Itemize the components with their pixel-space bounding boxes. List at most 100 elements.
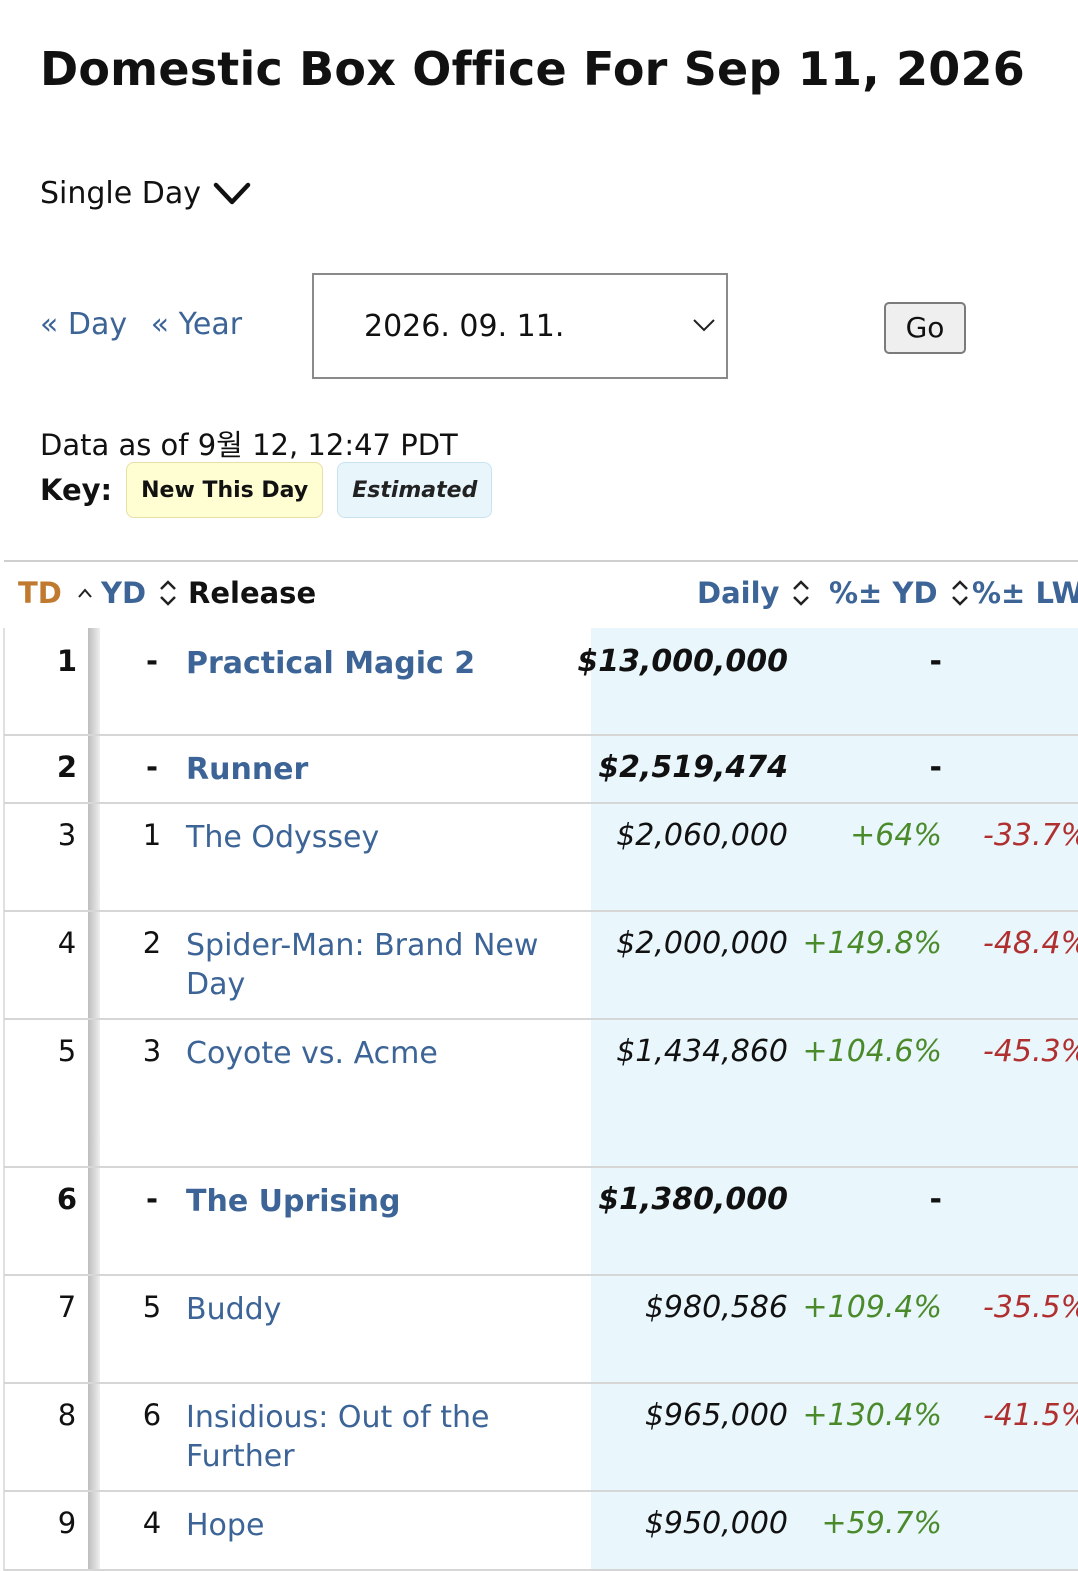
go-button[interactable]: Go	[884, 302, 966, 354]
table-row: 7 5 Buddy $980,586 +109.4% -35.5%	[4, 1276, 1078, 1384]
table-left-border	[3, 628, 5, 1571]
pct-change-yd: -	[929, 644, 942, 679]
daily-gross: $2,060,000	[616, 818, 788, 853]
pct-change-lw: -48.4%	[983, 926, 1078, 961]
view-mode-dropdown[interactable]: Single Day	[40, 176, 251, 211]
yd-rank: -	[145, 644, 159, 678]
daily-gross: $950,000	[644, 1506, 788, 1541]
td-rank: 4	[57, 926, 77, 960]
row-divider	[4, 1569, 1078, 1571]
header-daily-label: Daily	[697, 576, 780, 610]
row-divider	[4, 1274, 1078, 1276]
header-release-label: Release	[188, 576, 317, 610]
table-row: 2- Runner $2,519,474-	[4, 736, 1078, 804]
date-select[interactable]: 2026. 09. 11.	[312, 273, 728, 379]
td-rank: 1	[56, 644, 78, 678]
date-nav: « Day « Year	[40, 307, 256, 342]
data-as-of: Data as of 9월 12, 12:47 PDT	[40, 428, 458, 462]
row-divider	[4, 1018, 1078, 1020]
chevron-down-icon	[693, 319, 715, 332]
yd-rank: 5	[142, 1290, 162, 1324]
release-link[interactable]: Hope	[186, 1508, 265, 1543]
td-column-shadow	[88, 628, 100, 1571]
daily-gross: $1,380,000	[598, 1182, 788, 1217]
header-yd-label: YD	[101, 576, 147, 610]
daily-gross: $2,519,474	[598, 750, 788, 785]
pct-change-yd: -	[929, 1182, 942, 1217]
header-td[interactable]: TD	[18, 576, 94, 610]
date-select-value: 2026. 09. 11.	[364, 309, 565, 344]
td-rank: 6	[56, 1182, 78, 1216]
header-pct-yd-label: %± YD	[829, 576, 938, 610]
header-pct-yd[interactable]: %± YD	[829, 576, 970, 610]
chevron-down-icon	[213, 182, 251, 204]
release-link[interactable]: The Uprising	[186, 1184, 401, 1219]
release-link[interactable]: The Odyssey	[186, 820, 380, 855]
row-divider	[4, 734, 1078, 736]
release-link[interactable]: Runner	[186, 752, 309, 787]
yd-rank: 4	[142, 1506, 162, 1540]
header-release[interactable]: Release	[188, 576, 316, 610]
td-rank: 9	[57, 1506, 77, 1540]
daily-gross: $965,000	[644, 1398, 788, 1433]
key-new-this-day: New This Day	[126, 462, 324, 518]
daily-gross: $13,000,000	[577, 644, 788, 679]
page-title: Domestic Box Office For Sep 11, 2026	[40, 42, 1025, 96]
header-daily[interactable]: Daily	[697, 576, 811, 610]
yd-rank: 2	[142, 926, 162, 960]
td-rank: 7	[57, 1290, 77, 1324]
key-label: Key:	[40, 473, 113, 507]
key-legend: Key: New This Day Estimated	[40, 462, 506, 518]
row-divider	[4, 910, 1078, 912]
sort-icon	[160, 580, 176, 606]
release-link[interactable]: Coyote vs. Acme	[186, 1036, 438, 1071]
pct-change-yd: +109.4%	[802, 1290, 942, 1325]
daily-gross: $2,000,000	[616, 926, 788, 961]
yd-rank: 3	[142, 1034, 162, 1068]
release-link[interactable]: Buddy	[186, 1292, 282, 1327]
table-top-border	[4, 560, 1078, 562]
yd-rank: -	[145, 750, 159, 784]
sort-icon	[793, 580, 810, 606]
release-link[interactable]: Insidious: Out of the Further	[186, 1400, 490, 1474]
key-estimated: Estimated	[337, 462, 493, 518]
prev-day-link[interactable]: « Day	[40, 307, 128, 342]
sort-asc-icon	[78, 588, 92, 598]
table-header: TD YD Release Daily %± YD %± LW	[0, 562, 1078, 628]
table-row: 8 6 Insidious: Out of the Further $965,000 +…	[4, 1384, 1078, 1492]
pct-change-lw: -41.5%	[983, 1398, 1078, 1433]
daily-gross: $980,586	[644, 1290, 788, 1325]
pct-change-lw: -33.7%	[983, 818, 1078, 853]
pct-change-yd: +149.8%	[802, 926, 942, 961]
pct-change-yd: +130.4%	[802, 1398, 942, 1433]
header-yd[interactable]: YD	[101, 576, 178, 610]
table-row: 9 4 Hope $950,000 +59.7%	[4, 1492, 1078, 1571]
daily-column-highlight	[591, 628, 1078, 1571]
release-link[interactable]: Spider-Man: Brand New Day	[186, 928, 539, 1002]
table-row: 1- Practical Magic 2 $13,000,000-	[4, 628, 1078, 736]
view-mode-label: Single Day	[40, 176, 202, 211]
sort-icon	[951, 580, 968, 606]
pct-change-yd: +59.7%	[821, 1506, 942, 1541]
pct-change-yd: -	[929, 750, 942, 785]
header-pct-lw-label: %± LW	[972, 576, 1078, 610]
prev-year-link[interactable]: « Year	[150, 307, 243, 342]
pct-change-lw: -45.3%	[983, 1034, 1078, 1069]
row-divider	[4, 802, 1078, 804]
pct-change-yd: +64%	[850, 818, 942, 853]
row-divider	[4, 1382, 1078, 1384]
row-divider	[4, 1490, 1078, 1492]
row-divider	[4, 1166, 1078, 1168]
pct-change-yd: +104.6%	[802, 1034, 942, 1069]
table-row: 3 1 The Odyssey $2,060,000 +64% -33.7%	[4, 804, 1078, 912]
td-rank: 2	[56, 750, 78, 784]
table-row: 6- The Uprising $1,380,000-	[4, 1168, 1078, 1276]
td-rank: 5	[57, 1034, 77, 1068]
release-link[interactable]: Practical Magic 2	[186, 646, 476, 681]
header-pct-lw[interactable]: %± LW	[972, 576, 1078, 610]
table-row: 4 2 Spider-Man: Brand New Day $2,000,000 +14…	[4, 912, 1078, 1020]
yd-rank: 1	[142, 818, 162, 852]
table-row: 5 3 Coyote vs. Acme $1,434,860 +104.6% -45.3%	[4, 1020, 1078, 1168]
header-td-label: TD	[18, 576, 62, 610]
td-rank: 8	[57, 1398, 77, 1432]
